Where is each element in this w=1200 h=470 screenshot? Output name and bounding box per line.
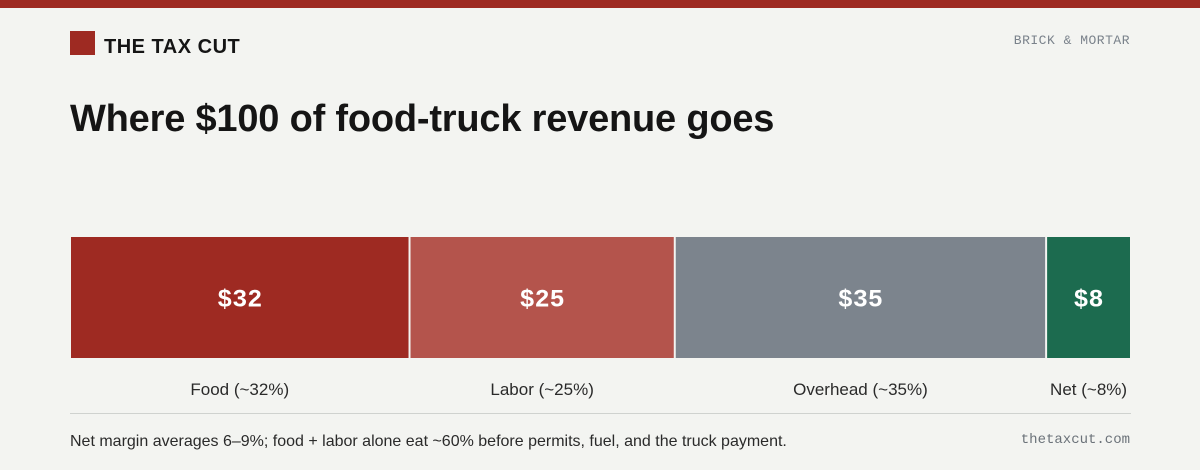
- data-label-food: $32: [217, 286, 262, 315]
- section-label: BRICK & MORTAR: [1013, 33, 1130, 48]
- top-accent-bar: [0, 0, 1200, 8]
- category-label-labor: Labor (~25%): [490, 380, 593, 399]
- bar-segment-labor: [410, 237, 674, 358]
- data-label-net: $8: [1074, 286, 1104, 315]
- brand-name: THE TAX CUT: [104, 36, 241, 58]
- category-label-food: Food (~32%): [190, 380, 289, 399]
- data-label-overhead: $35: [838, 286, 883, 315]
- footnote: Net margin averages 6–9%; food + labor a…: [70, 433, 787, 450]
- category-label-net: Net (~8%): [1050, 380, 1127, 399]
- bar-segment-overhead: [675, 237, 1046, 358]
- bar-segment-net: [1047, 237, 1130, 358]
- stacked-bar-chart: $32 Food (~32%) $25 Labor (~25%) $35 Overhead…: [71, 237, 1130, 399]
- footer-divider: [70, 413, 1131, 414]
- data-label-labor: $25: [520, 286, 565, 315]
- bar-segment-food: [71, 237, 409, 358]
- site-url: thetaxcut.com: [1020, 432, 1130, 448]
- brand-logo-square: [70, 31, 95, 55]
- chart-title: Where $100 of food-truck revenue goes: [70, 98, 775, 140]
- category-label-overhead: Overhead (~35%): [793, 380, 928, 399]
